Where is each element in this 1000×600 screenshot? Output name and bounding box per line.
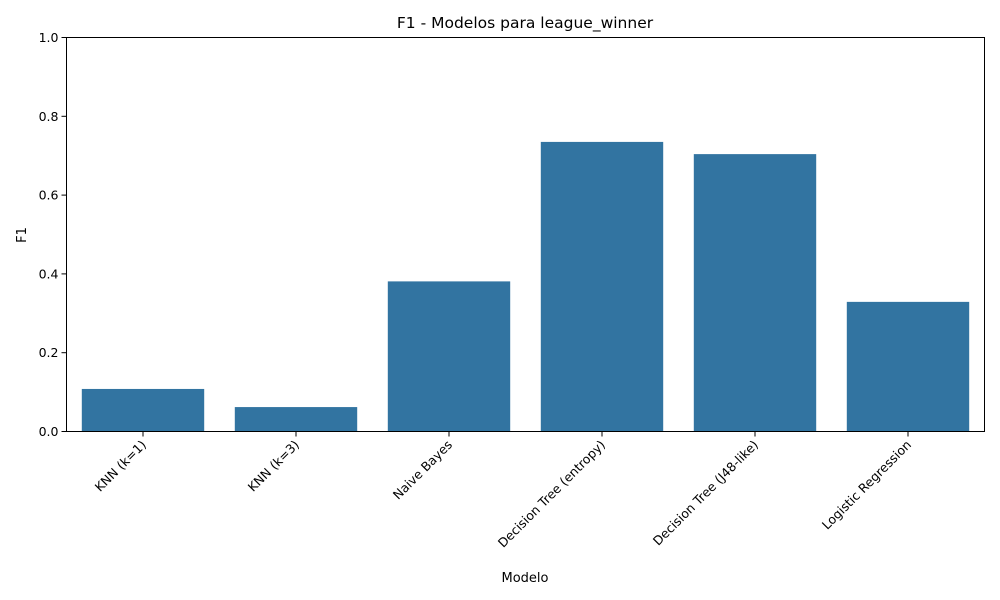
bar bbox=[387, 281, 511, 432]
y-tick-label: 1.0 bbox=[39, 30, 59, 45]
y-tick-label: 0.6 bbox=[39, 188, 59, 203]
x-axis: KNN (k=1) KNN (k=3) Naive Bayes Decision Tr… bbox=[92, 431, 914, 550]
chart-title: F1 - Modelos para league_winner bbox=[397, 14, 654, 33]
bars-group bbox=[81, 141, 970, 432]
y-axis-title: F1 bbox=[15, 227, 30, 243]
x-tick-label: KNN (k=3) bbox=[245, 437, 302, 494]
x-tick-label: Naive Bayes bbox=[390, 437, 455, 502]
x-tick-label: Decision Tree (J48-like) bbox=[650, 437, 761, 548]
bar bbox=[81, 388, 205, 432]
y-tick-label: 0.0 bbox=[39, 424, 59, 439]
x-axis-title: Modelo bbox=[502, 571, 549, 586]
bar bbox=[540, 141, 664, 432]
x-tick-label: Logistic Regression bbox=[819, 437, 914, 532]
x-tick-label: Decision Tree (entropy) bbox=[495, 437, 608, 550]
x-tick-label: KNN (k=1) bbox=[92, 437, 149, 494]
bar bbox=[693, 154, 817, 432]
y-tick-label: 0.8 bbox=[39, 109, 59, 124]
y-tick-label: 0.4 bbox=[39, 266, 59, 281]
bar bbox=[234, 407, 358, 432]
y-axis: 0.0 0.2 0.4 0.6 0.8 1.0 bbox=[39, 30, 67, 439]
y-tick-label: 0.2 bbox=[39, 345, 59, 360]
plot-frame bbox=[66, 37, 985, 432]
bar bbox=[846, 301, 970, 432]
